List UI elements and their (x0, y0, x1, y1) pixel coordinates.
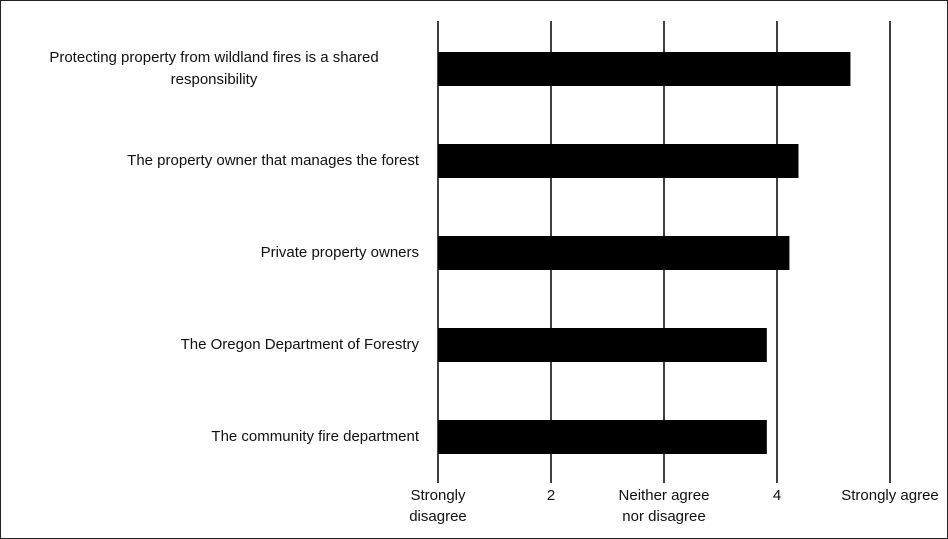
category-label-text: Protecting property from wildland fires … (49, 49, 379, 88)
category-label-text: Private property owners (260, 244, 419, 261)
category-label: Protecting property from wildland fires … (1, 47, 419, 91)
category-label: The community fire department (1, 426, 419, 448)
category-label: The Oregon Department of Forestry (1, 334, 419, 356)
category-label-text: The property owner that manages the fore… (127, 152, 419, 169)
x-tick-label: Neither agree nor disagree (618, 487, 710, 525)
category-label: The property owner that manages the fore… (1, 150, 419, 172)
category-label: Private property owners (1, 242, 419, 264)
bar (438, 52, 851, 86)
x-tick-label: 2 (546, 487, 556, 504)
x-tick-label: Strongly agree (841, 487, 939, 504)
bar (438, 328, 767, 362)
category-label-text: The Oregon Department of Forestry (180, 336, 419, 353)
bar (438, 236, 790, 270)
x-tick-label: Strongly disagree (409, 487, 467, 525)
bar (438, 420, 767, 454)
x-tick-label: 4 (772, 487, 782, 504)
category-label-text: The community fire department (211, 428, 419, 445)
bar (438, 144, 799, 178)
